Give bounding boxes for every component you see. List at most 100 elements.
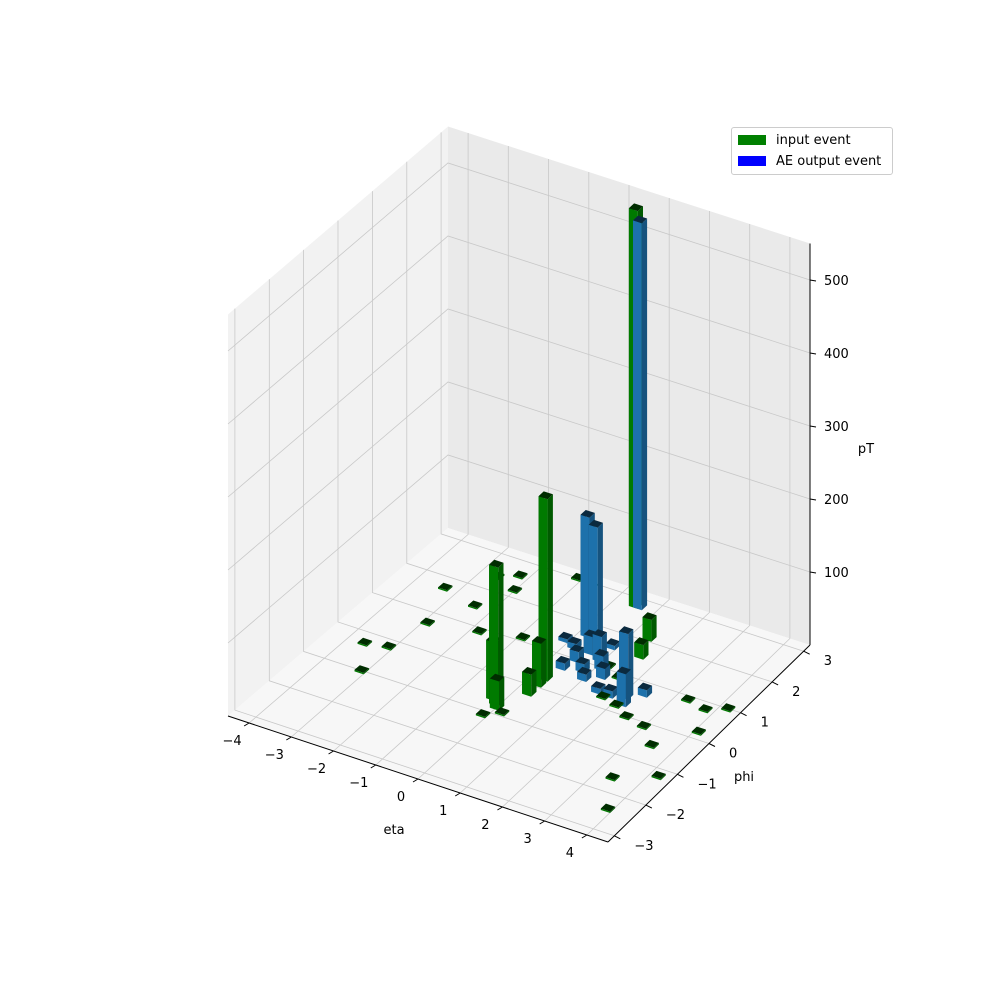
bar-face-right [628, 714, 634, 721]
bar-face-top [513, 570, 528, 579]
bar-input-event [489, 559, 504, 707]
x-axis-label: eta [383, 823, 404, 838]
bar-face-right [524, 635, 531, 642]
bar-face-right [641, 218, 648, 611]
bar-face-right [390, 644, 397, 651]
bar-face-top [420, 617, 435, 626]
bar-face-front [475, 713, 485, 719]
bar-face-right [366, 640, 373, 647]
tick-labels: −4 −3 −2 −1 0 1 2 3 4 −3 −2 −1 0 1 2 3 100 200 300 400 500 [223, 274, 849, 861]
x-tick-label: 1 [439, 804, 447, 819]
bar-face-top [691, 726, 706, 735]
z-tick-mark [809, 498, 817, 501]
z-tick-mark [809, 279, 817, 282]
bar-input-event [691, 726, 706, 736]
bar-input-event [636, 720, 652, 731]
bar-ae-output-event [605, 638, 620, 651]
bar-face-front [698, 709, 708, 714]
bar-face-top [605, 638, 620, 646]
bar-face-right [504, 710, 510, 717]
grid-line-z [227, 235, 811, 425]
x-tick-label: 4 [566, 846, 574, 861]
x-tick-mark [328, 750, 334, 755]
bar-ae-output-event [596, 661, 611, 680]
x-tick-mark [454, 792, 461, 797]
bar-face-front [569, 649, 579, 664]
bar-face-top [721, 703, 736, 712]
bar-face-top [381, 641, 397, 650]
bar-face-top [494, 707, 510, 715]
bar-face-front [588, 524, 598, 641]
bar-input-event [515, 632, 531, 642]
bars-layer [354, 203, 736, 813]
z-tick-mark [809, 352, 817, 355]
bar-face-right [476, 603, 483, 610]
bar-face-right [653, 742, 659, 750]
grid-line-y [303, 249, 678, 775]
bar-face-front [577, 671, 587, 682]
bar-face-top [605, 772, 620, 781]
y-tick-label: −1 [697, 777, 716, 792]
bar-face-top [616, 666, 631, 675]
grid-line-z [227, 381, 811, 571]
bar-face-front [616, 671, 626, 708]
bar-face-top [592, 629, 607, 637]
bar-face-right [730, 706, 736, 713]
bar-ae-output-event [633, 215, 648, 611]
bar-input-event [381, 641, 397, 651]
axis-lines [227, 243, 817, 843]
bar-face-top [555, 655, 571, 664]
bar-face-top [644, 739, 659, 748]
bar-face-top [575, 656, 590, 665]
z-tick-label: 200 [824, 493, 849, 508]
bar-face-right [447, 585, 453, 592]
x-tick-label: 2 [481, 818, 489, 833]
z-tick-label: 100 [824, 566, 849, 581]
bar-ae-output-event [577, 666, 592, 682]
bar-input-event [522, 667, 537, 697]
bar-ae-output-event [588, 519, 603, 641]
bar-face-right [605, 664, 611, 680]
bar-face-top [475, 709, 491, 717]
bar-face-front [605, 643, 615, 651]
grid-lines [227, 132, 811, 837]
bar-face-right [610, 663, 616, 670]
grid-line-x [459, 198, 670, 794]
bar-face-right [363, 668, 370, 675]
bar-face-right [498, 562, 504, 707]
bar-face-right [700, 729, 706, 736]
bar-face-front [555, 660, 565, 671]
bar-face-front [619, 716, 629, 721]
bar-face-right [605, 694, 611, 701]
x-tick-mark [243, 722, 250, 727]
bar-input-event [354, 665, 370, 675]
axis-panes [228, 126, 810, 842]
grid-line-y [337, 220, 710, 744]
bar-input-event [475, 709, 491, 719]
bar-face-right [516, 587, 523, 595]
z-tick-label: 400 [824, 347, 849, 362]
bar-face-front [596, 696, 606, 701]
bar-face-top [522, 667, 537, 675]
bar-face-front [354, 669, 364, 675]
bar-face-top [596, 691, 611, 699]
legend: input event AE output event [731, 127, 893, 175]
bar-face-front [507, 589, 517, 595]
grid-line-y [268, 279, 647, 806]
bar-face-top [438, 582, 453, 591]
bar-ae-output-event [555, 655, 571, 671]
bar-face-right [614, 775, 620, 782]
bar-face-top [637, 682, 653, 691]
bar-face-right [690, 697, 696, 704]
bar-face-top [507, 585, 523, 593]
bar-face-top [580, 510, 595, 518]
bar-input-event [420, 617, 435, 627]
bar-input-event [698, 704, 713, 714]
legend-label-output: AE output event [776, 153, 882, 169]
legend-label-input: input event [776, 132, 851, 148]
legend-swatch-output [738, 156, 766, 166]
bar-face-right [531, 670, 537, 697]
bar-face-right [645, 723, 652, 731]
bar-input-event [596, 691, 611, 701]
